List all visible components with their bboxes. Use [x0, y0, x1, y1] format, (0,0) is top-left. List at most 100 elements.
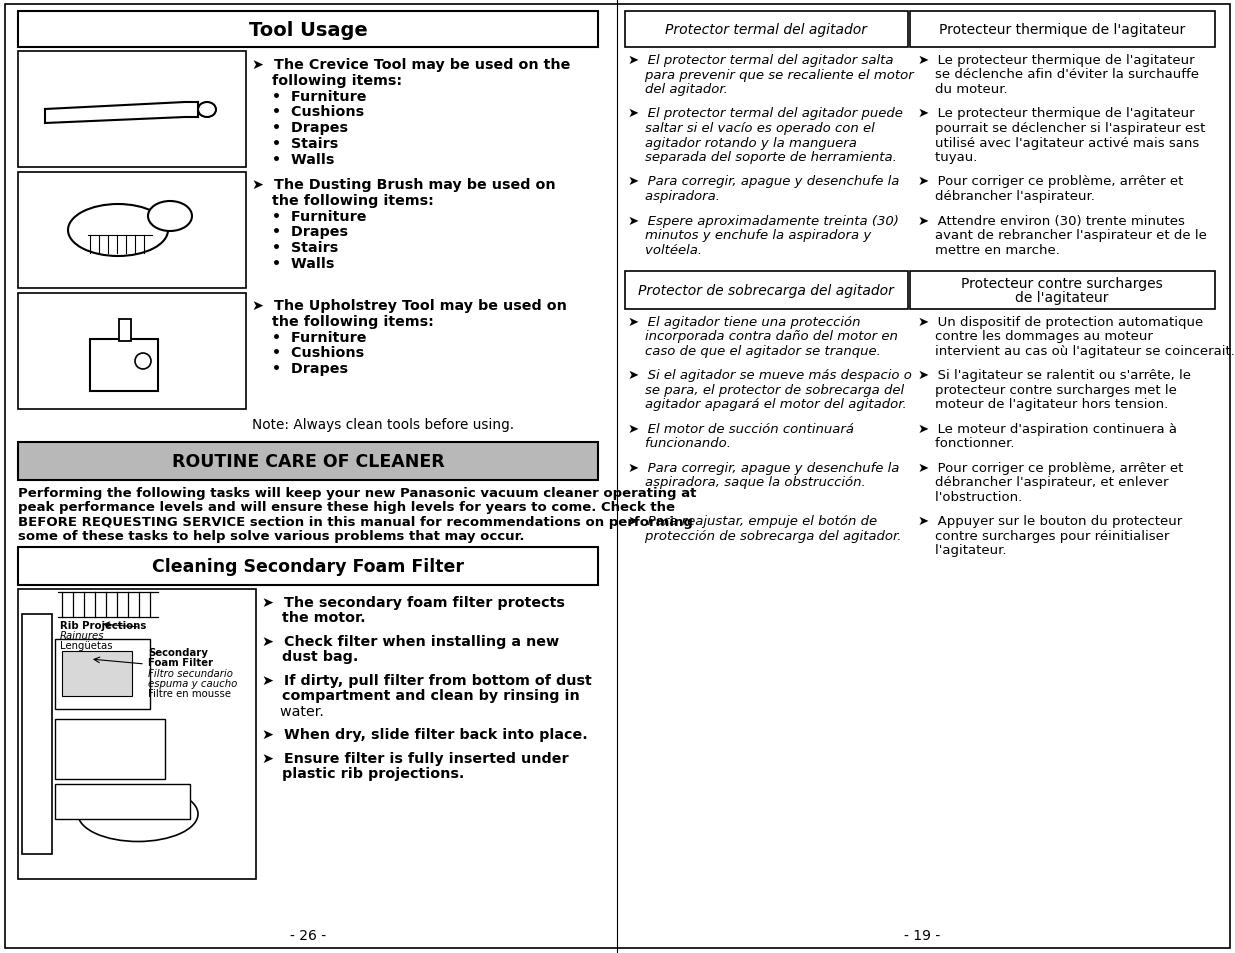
Text: Filtre en mousse: Filtre en mousse [148, 688, 231, 699]
Text: fonctionner.: fonctionner. [918, 437, 1014, 450]
Text: ➤  Ensure filter is fully inserted under: ➤ Ensure filter is fully inserted under [262, 751, 568, 765]
Ellipse shape [68, 205, 168, 256]
Text: se para, el protector de sobrecarga del: se para, el protector de sobrecarga del [629, 384, 904, 396]
Text: avant de rebrancher l'aspirateur et de le: avant de rebrancher l'aspirateur et de l… [918, 229, 1207, 242]
Text: ➤  Para corregir, apague y desenchufe la: ➤ Para corregir, apague y desenchufe la [629, 461, 899, 475]
FancyBboxPatch shape [19, 547, 598, 585]
Text: caso de que el agitador se tranque.: caso de que el agitador se tranque. [629, 345, 881, 357]
Text: intervient au cas où l'agitateur se coincerait.: intervient au cas où l'agitateur se coin… [918, 345, 1235, 357]
FancyBboxPatch shape [910, 272, 1215, 310]
Text: •  Cushions: • Cushions [252, 346, 364, 360]
Text: the following items:: the following items: [252, 193, 433, 208]
Text: contre surcharges pour réinitialiser: contre surcharges pour réinitialiser [918, 530, 1170, 542]
Bar [56, 784, 190, 820]
Text: Cleaning Secondary Foam Filter: Cleaning Secondary Foam Filter [152, 558, 464, 576]
Text: separada del soporte de herramienta.: separada del soporte de herramienta. [629, 151, 897, 164]
Text: some of these tasks to help solve various problems that may occur.: some of these tasks to help solve variou… [19, 530, 525, 543]
Text: ➤  Para reajustar, empuje el botón de: ➤ Para reajustar, empuje el botón de [629, 515, 877, 528]
Ellipse shape [135, 354, 151, 370]
Text: protección de sobrecarga del agitador.: protección de sobrecarga del agitador. [629, 530, 902, 542]
Text: Protector de sobrecarga del agitador: Protector de sobrecarga del agitador [638, 284, 894, 297]
Text: agitador rotando y la manguera: agitador rotando y la manguera [629, 136, 857, 150]
Bar [56, 720, 165, 780]
Text: protecteur contre surcharges met le: protecteur contre surcharges met le [918, 384, 1177, 396]
Text: ➤  When dry, slide filter back into place.: ➤ When dry, slide filter back into place… [262, 728, 588, 741]
Text: moteur de l'agitateur hors tension.: moteur de l'agitateur hors tension. [918, 398, 1168, 411]
Text: •  Walls: • Walls [252, 152, 335, 167]
Text: ➤  Le moteur d'aspiration continuera à: ➤ Le moteur d'aspiration continuera à [918, 422, 1177, 436]
Text: Performing the following tasks will keep your new Panasonic vacuum cleaner opera: Performing the following tasks will keep… [19, 486, 697, 499]
Text: pourrait se déclencher si l'aspirateur est: pourrait se déclencher si l'aspirateur e… [918, 122, 1205, 135]
Text: ➤  Espere aproximadamente treinta (30): ➤ Espere aproximadamente treinta (30) [629, 214, 899, 227]
FancyBboxPatch shape [19, 12, 598, 48]
Text: ➤  The secondary foam filter protects: ➤ The secondary foam filter protects [262, 596, 564, 609]
Text: •  Drapes: • Drapes [252, 225, 348, 239]
Text: ➤  If dirty, pull filter from bottom of dust: ➤ If dirty, pull filter from bottom of d… [262, 673, 592, 687]
Text: •  Drapes: • Drapes [252, 121, 348, 135]
Text: dust bag.: dust bag. [262, 650, 358, 664]
Ellipse shape [148, 202, 191, 232]
Text: contre les dommages au moteur: contre les dommages au moteur [918, 330, 1153, 343]
Text: débrancher l'aspirateur, et enlever: débrancher l'aspirateur, et enlever [918, 476, 1168, 489]
Text: ➤  Si l'agitateur se ralentit ou s'arrête, le: ➤ Si l'agitateur se ralentit ou s'arrête… [918, 369, 1191, 382]
Text: del agitador.: del agitador. [629, 83, 727, 96]
Bar [90, 339, 158, 392]
Text: - 19 -: - 19 - [904, 928, 940, 942]
Text: Protecteur contre surcharges: Protecteur contre surcharges [961, 276, 1163, 291]
Text: Protector termal del agitador: Protector termal del agitador [664, 23, 867, 37]
Text: ➤  Appuyer sur le bouton du protecteur: ➤ Appuyer sur le bouton du protecteur [918, 515, 1182, 528]
Text: Lengüetas: Lengüetas [61, 640, 112, 650]
Text: ➤  The Crevice Tool may be used on the: ➤ The Crevice Tool may be used on the [252, 58, 571, 71]
Text: ➤  Pour corriger ce problème, arrêter et: ➤ Pour corriger ce problème, arrêter et [918, 461, 1183, 475]
Text: se déclenche afin d'éviter la surchauffe: se déclenche afin d'éviter la surchauffe [918, 69, 1199, 81]
Text: ➤  Un dispositif de protection automatique: ➤ Un dispositif de protection automatiqu… [918, 315, 1203, 329]
Text: water.: water. [262, 704, 324, 719]
Text: saltar si el vacío es operado con el: saltar si el vacío es operado con el [629, 122, 874, 135]
Text: tuyau.: tuyau. [918, 151, 977, 164]
Text: utilisé avec l'agitateur activé mais sans: utilisé avec l'agitateur activé mais san… [918, 136, 1199, 150]
FancyBboxPatch shape [625, 12, 908, 48]
Text: •  Furniture: • Furniture [252, 210, 367, 223]
Text: - 26 -: - 26 - [290, 928, 326, 942]
FancyBboxPatch shape [19, 172, 246, 289]
Text: ➤  El motor de succión continuará: ➤ El motor de succión continuará [629, 422, 853, 436]
Text: agitador apagará el motor del agitador.: agitador apagará el motor del agitador. [629, 398, 906, 411]
Text: ➤  Le protecteur thermique de l'agitateur: ➤ Le protecteur thermique de l'agitateur [918, 108, 1194, 120]
Text: minutos y enchufe la aspiradora y: minutos y enchufe la aspiradora y [629, 229, 871, 242]
Text: ➤  Le protecteur thermique de l'agitateur: ➤ Le protecteur thermique de l'agitateur [918, 54, 1194, 67]
Text: Tool Usage: Tool Usage [248, 20, 367, 39]
Text: ➤  The Dusting Brush may be used on: ➤ The Dusting Brush may be used on [252, 178, 556, 192]
Text: Note: Always clean tools before using.: Note: Always clean tools before using. [252, 417, 514, 432]
Text: compartment and clean by rinsing in: compartment and clean by rinsing in [262, 689, 579, 702]
Text: du moteur.: du moteur. [918, 83, 1008, 96]
Text: ➤  El protector termal del agitador puede: ➤ El protector termal del agitador puede [629, 108, 903, 120]
Text: aspiradora, saque la obstrucción.: aspiradora, saque la obstrucción. [629, 476, 866, 489]
Text: ➤  El protector termal del agitador salta: ➤ El protector termal del agitador salta [629, 54, 893, 67]
Text: Protecteur thermique de l'agitateur: Protecteur thermique de l'agitateur [939, 23, 1186, 37]
Text: ➤  Attendre environ (30) trente minutes: ➤ Attendre environ (30) trente minutes [918, 214, 1184, 227]
FancyBboxPatch shape [19, 442, 598, 480]
Text: •  Furniture: • Furniture [252, 90, 367, 104]
Text: l'agitateur.: l'agitateur. [918, 544, 1007, 557]
Text: •  Cushions: • Cushions [252, 105, 364, 119]
Text: •  Stairs: • Stairs [252, 137, 338, 151]
Text: the following items:: the following items: [252, 314, 433, 329]
Text: Foam Filter: Foam Filter [148, 658, 214, 667]
Text: voltéela.: voltéela. [629, 243, 703, 256]
Bar [62, 651, 132, 697]
Bar [22, 615, 52, 854]
Text: mettre en marche.: mettre en marche. [918, 243, 1060, 256]
Text: ➤  El agitador tiene una protección: ➤ El agitador tiene una protección [629, 315, 861, 329]
Bar [56, 639, 149, 709]
Text: •  Stairs: • Stairs [252, 241, 338, 255]
Text: ➤  The Upholstrey Tool may be used on: ➤ The Upholstrey Tool may be used on [252, 298, 567, 313]
FancyBboxPatch shape [910, 12, 1215, 48]
Text: espuma y caucho: espuma y caucho [148, 679, 237, 688]
Text: Rainures: Rainures [61, 630, 105, 640]
Text: ➤  Si el agitador se mueve más despacio o: ➤ Si el agitador se mueve más despacio o [629, 369, 911, 382]
Text: the motor.: the motor. [262, 611, 366, 625]
Text: following items:: following items: [252, 73, 403, 88]
FancyBboxPatch shape [19, 294, 246, 410]
Text: de l'agitateur: de l'agitateur [1015, 291, 1109, 305]
FancyBboxPatch shape [19, 589, 256, 879]
